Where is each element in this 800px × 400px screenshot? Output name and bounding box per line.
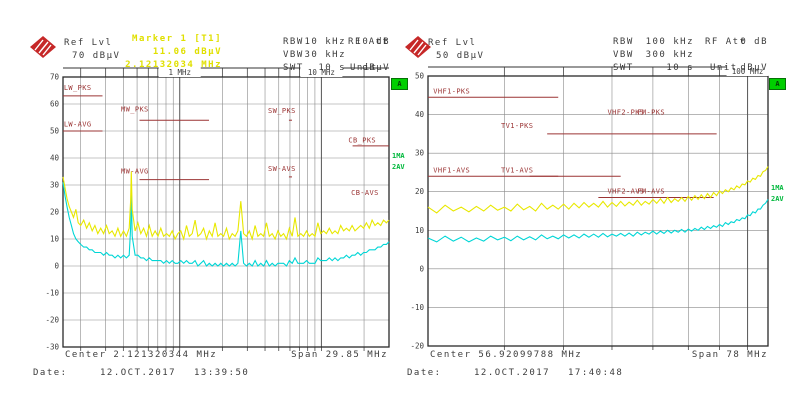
time-value: 13:39:50 xyxy=(194,368,250,378)
span-value: Span 29.85 MHz xyxy=(291,350,388,360)
marker-enhancement-box: A xyxy=(391,78,408,90)
unit-value: dBµV xyxy=(362,63,390,73)
trace-2av-average xyxy=(62,182,390,267)
swt-label: SWT xyxy=(283,63,304,73)
marker-enhancement-box: A xyxy=(769,78,786,90)
time-value: 17:40:48 xyxy=(568,368,624,378)
limit-label: SW_PKS xyxy=(268,107,296,115)
date-value: 12.OCT.2017 xyxy=(474,368,551,378)
limit-label: TV1-AVS xyxy=(501,167,533,175)
limit-label: CB_PKS xyxy=(348,136,376,144)
y-axis-label: 40 xyxy=(50,154,60,163)
rbw-value: 100 kHz xyxy=(645,37,694,47)
decade-label: 10 MHz xyxy=(308,68,335,77)
swt-value: 10 s xyxy=(666,63,694,73)
y-axis-label: 10 xyxy=(415,226,425,235)
unit-label: Unit xyxy=(710,63,738,73)
decade-label: 1 MHz xyxy=(168,68,191,77)
y-axis-label: -30 xyxy=(45,343,59,352)
date-label: Date: xyxy=(407,368,442,378)
ref-lvl-value: 50 dBµV xyxy=(436,51,485,61)
marker-frequency: 2.12132034 MHz xyxy=(125,60,222,70)
limit-label: LW-AVG xyxy=(64,120,92,128)
trace-flag-2av: 2AV xyxy=(392,163,405,171)
rbw-value: 10 kHz xyxy=(304,37,346,47)
limit-label: VHF2-PKS xyxy=(608,109,645,117)
y-axis-label: 50 xyxy=(50,127,60,136)
vbw-label: VBW xyxy=(613,50,634,60)
rf-att-value: 10 dB xyxy=(355,37,390,47)
decade-label-bg xyxy=(726,66,769,76)
limit-label: MW-AVG xyxy=(121,168,149,176)
limit-label: SW-AVS xyxy=(268,165,296,173)
limit-label: TV1-PKS xyxy=(501,122,533,130)
center-frequency: Center 56.92099788 MHz xyxy=(430,350,583,360)
marker-name: Marker 1 [T1] xyxy=(132,34,222,44)
y-axis-label: -10 xyxy=(410,303,424,312)
y-axis-label: -20 xyxy=(410,342,424,351)
y-axis-label: 30 xyxy=(50,181,60,190)
limit-label: VHF1-AVS xyxy=(433,167,470,175)
date-label: Date: xyxy=(33,368,68,378)
trace-flag-1ma: 1MA xyxy=(392,152,405,160)
unit-label: Unit xyxy=(350,63,378,73)
y-axis-label: -10 xyxy=(45,289,59,298)
date-value: 12.OCT.2017 xyxy=(100,368,177,378)
trace-flag-1ma: 1MA xyxy=(771,184,784,192)
y-axis-label: -20 xyxy=(45,316,59,325)
span-value: Span 78 MHz xyxy=(691,350,768,360)
y-axis-label: 10 xyxy=(50,235,60,244)
trace-1ma-max-peak xyxy=(62,171,390,242)
ref-lvl-label: Ref Lvl xyxy=(428,38,477,48)
y-axis-label: 50 xyxy=(415,72,425,81)
trace-1ma-max-peak xyxy=(427,166,769,214)
limit-label: MW_PKS xyxy=(121,105,149,113)
decade-label: 100 MHz xyxy=(732,67,764,76)
rf-att-label: RF Att xyxy=(348,37,390,47)
y-axis-label: 60 xyxy=(50,100,60,109)
limit-label: VHF1-PKS xyxy=(433,87,470,95)
y-axis-label: 20 xyxy=(50,208,60,217)
rs-logo xyxy=(30,36,56,58)
rf-att-label: RF Att xyxy=(705,37,747,47)
limit-label: FM-AVS xyxy=(637,188,665,196)
y-axis-label: 40 xyxy=(415,110,425,119)
unit-value: dBµV xyxy=(740,63,768,73)
ref-lvl-label: Ref Lvl xyxy=(64,38,113,48)
limit-label: CB-AVS xyxy=(351,189,379,197)
limit-label: VHF2-AVS xyxy=(608,188,645,196)
limit-label: LW_PKS xyxy=(64,84,92,92)
y-axis-label: 30 xyxy=(415,149,425,158)
swt-value: 10 s xyxy=(318,63,346,73)
y-axis-label: 0 xyxy=(54,262,59,271)
trace-flag-2av: 2AV xyxy=(771,195,784,203)
rs-logo xyxy=(405,36,431,58)
y-axis-label: 70 xyxy=(50,73,60,82)
grid-frame xyxy=(62,76,390,348)
y-axis-label: 0 xyxy=(419,264,424,273)
vbw-label: VBW xyxy=(283,50,304,60)
marker-level: 11.06 dBµV xyxy=(152,47,222,57)
rbw-label: RBW xyxy=(613,37,634,47)
center-frequency: Center 2.121320344 MHz xyxy=(65,350,218,360)
rf-att-value: 0 dB xyxy=(740,37,768,47)
limit-label: FM-PKS xyxy=(637,109,665,117)
vbw-value: 300 kHz xyxy=(645,50,694,60)
ref-lvl-value: 70 dBµV xyxy=(72,51,121,61)
decade-label-bg xyxy=(300,67,343,77)
grid-frame xyxy=(427,75,769,347)
y-axis-label: 20 xyxy=(415,187,425,196)
trace-2av-average xyxy=(427,199,769,243)
swt-label: SWT xyxy=(613,63,634,73)
rbw-label: RBW xyxy=(283,37,304,47)
vbw-value: 30 kHz xyxy=(304,50,346,60)
decade-label-bg xyxy=(158,67,201,77)
